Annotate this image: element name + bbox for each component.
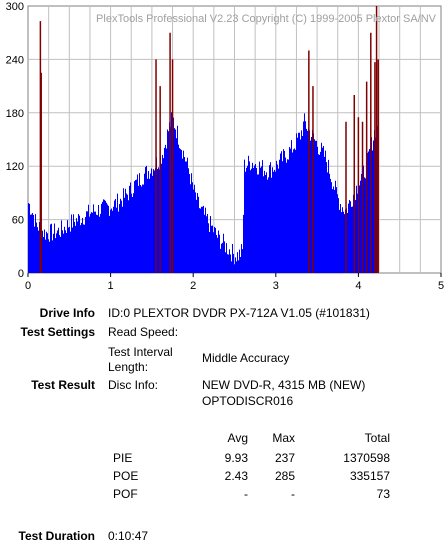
- drive-info-label: Drive Info: [39, 306, 95, 320]
- y-tick-label: 180: [6, 108, 24, 120]
- y-tick-label: 60: [12, 215, 24, 227]
- stats-row-avg: -: [244, 487, 248, 501]
- x-tick-label: 0: [25, 280, 31, 292]
- stats-header-total: Total: [364, 431, 390, 445]
- test-interval-value: Middle Accuracy: [202, 351, 290, 365]
- chart-title: PlexTools Professional V2.23 Copyright (…: [96, 13, 437, 25]
- stats-row-max: -: [291, 487, 295, 501]
- test-settings-label: Test Settings: [20, 325, 95, 339]
- stats-row-name: POF: [113, 487, 138, 501]
- drive-info-value: ID:0 PLEXTOR DVDR PX-712A V1.05 (#101831…: [108, 306, 370, 320]
- test-result-label: Test Result: [31, 378, 95, 392]
- x-tick-label: 4: [355, 280, 361, 292]
- stats-row-avg: 9.93: [224, 451, 248, 465]
- disc-info-label: Disc Info:: [108, 378, 159, 392]
- y-tick-label: 240: [6, 54, 24, 66]
- y-tick-label: 120: [6, 161, 24, 173]
- x-axis: 0 1 2 3 4 5: [25, 273, 444, 292]
- y-axis: 0 60 120 180 240 300: [6, 1, 24, 280]
- stats-row-name: PIE: [113, 451, 133, 465]
- stats-header-max: Max: [272, 431, 295, 445]
- x-tick-label: 5: [438, 280, 444, 292]
- x-tick-label: 3: [273, 280, 279, 292]
- stats-row-max: 285: [274, 469, 295, 483]
- x-tick-label: 2: [190, 280, 196, 292]
- peak-series: [39, 6, 379, 273]
- stats-row-total: 335157: [349, 469, 390, 483]
- read-speed-label: Read Speed:: [108, 325, 179, 339]
- stats-row-total: 73: [376, 487, 390, 501]
- stats-header-avg: Avg: [227, 431, 248, 445]
- disc-info-line2: OPTODISCR016: [202, 394, 294, 408]
- stats-row-max: 237: [274, 451, 295, 465]
- test-duration-value: 0:10:47: [108, 529, 149, 543]
- test-interval-label-line1: Test Interval: [108, 345, 173, 359]
- disc-info-line1: NEW DVD-R, 4315 MB (NEW): [202, 378, 366, 392]
- y-tick-label: 0: [18, 268, 24, 280]
- stats-row-total: 1370598: [343, 451, 390, 465]
- test-duration-label: Test Duration: [18, 529, 95, 543]
- stats-row-avg: 2.43: [224, 469, 248, 483]
- data-series: [28, 112, 378, 273]
- test-interval-label-line2: Length:: [108, 360, 149, 374]
- y-tick-label: 300: [6, 1, 24, 13]
- stats-row-name: POE: [113, 469, 139, 483]
- error-chart: PlexTools Professional V2.23 Copyright (…: [6, 1, 444, 292]
- x-tick-label: 1: [108, 280, 114, 292]
